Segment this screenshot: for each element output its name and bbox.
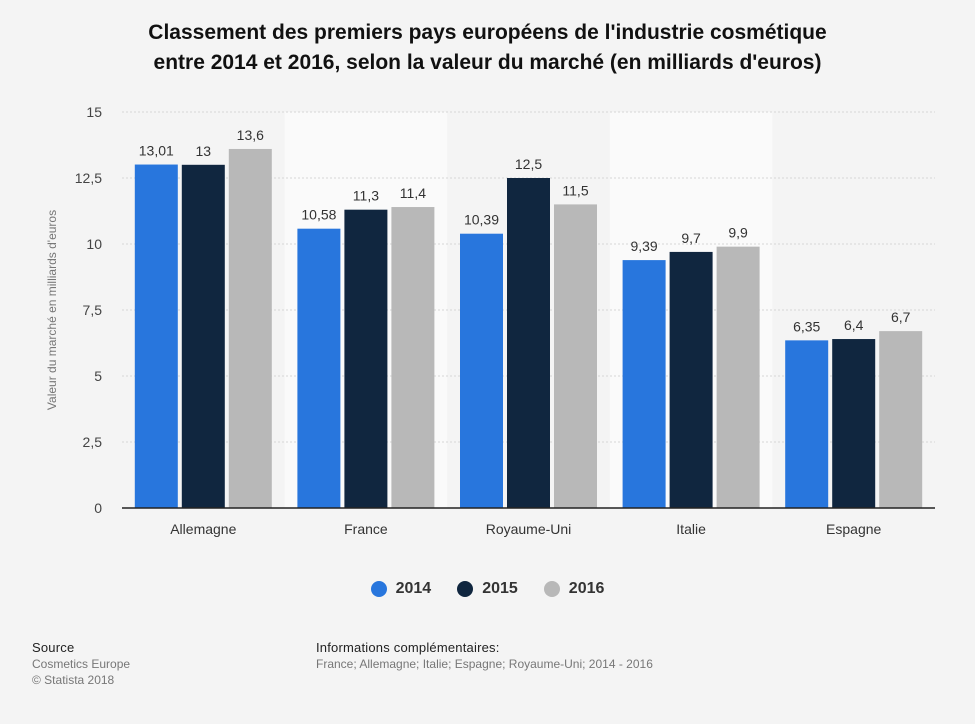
data-label: 11,4 — [400, 185, 426, 201]
data-label: 9,7 — [681, 230, 701, 246]
info-block: Informations complémentaires: France; Al… — [316, 640, 653, 672]
chart-title-line-2: entre 2014 et 2016, selon la valeur du m… — [153, 51, 822, 74]
data-label: 6,4 — [844, 317, 864, 333]
y-tick-label: 5 — [94, 368, 102, 384]
data-label: 9,39 — [630, 238, 657, 254]
data-label: 11,3 — [353, 188, 379, 204]
legend-swatch-2015 — [457, 581, 474, 597]
data-label: 11,5 — [562, 182, 588, 198]
legend-swatch-2016 — [543, 581, 560, 597]
chart-title-line-1: Classement des premiers pays européens d… — [148, 21, 827, 44]
bar-2014-france — [297, 228, 341, 509]
x-tick-label: France — [344, 521, 388, 537]
bar-2015-allemagne — [181, 164, 225, 509]
data-label: 6,35 — [793, 318, 820, 334]
source-heading: Source — [32, 640, 75, 655]
bar-2016-allemagne — [228, 148, 272, 508]
data-label: 13,01 — [139, 143, 174, 159]
legend-item-2015[interactable]: 2015 — [457, 580, 518, 598]
bar-2016-france — [391, 207, 435, 509]
chart-legend: 2014 2015 2016 — [0, 580, 975, 598]
source-line[interactable]: Cosmetics Europe — [32, 657, 131, 671]
bar-2014-royaume-uni — [460, 233, 503, 509]
legend-item-2016[interactable]: 2016 — [543, 580, 605, 598]
bar-chart: 0 2,5 5 7,5 10 12,5 15 Valeur du marché en mill… — [45, 104, 935, 537]
bar-2015-italie — [669, 251, 713, 509]
bar-2016-espagne — [879, 331, 923, 508]
legend-label-2015: 2015 — [482, 580, 518, 597]
data-label: 9,9 — [728, 225, 748, 241]
x-tick-label: Italie — [676, 521, 706, 537]
legend-label-2014: 2014 — [395, 580, 432, 597]
data-label: 12,5 — [515, 156, 542, 172]
bar-2014-espagne — [785, 340, 829, 508]
legend-swatch-2014 — [370, 581, 387, 597]
info-heading: Informations complémentaires: — [316, 640, 500, 655]
bar-2016-royaume-uni — [554, 204, 597, 508]
bar-2014-allemagne — [134, 164, 178, 508]
copyright-line: © Statista 2018 — [32, 673, 115, 687]
data-label: 10,39 — [464, 212, 499, 228]
y-tick-label: 2,5 — [83, 434, 103, 450]
source-block: Source Cosmetics Europe © Statista 2018 — [32, 640, 130, 688]
info-text: France; Allemagne; Italie; Espagne; Roya… — [316, 657, 653, 671]
y-tick-label: 10 — [86, 236, 102, 252]
bar-2015-france — [344, 209, 388, 508]
y-axis-title: Valeur du marché en milliards d'euros — [45, 210, 59, 410]
bar-2016-italie — [716, 246, 760, 508]
data-label: 13 — [196, 143, 212, 159]
x-tick-label: Royaume-Uni — [486, 521, 572, 537]
y-tick-label: 15 — [86, 104, 102, 120]
bar-2015-espagne — [832, 339, 876, 508]
data-label: 13,6 — [237, 127, 264, 143]
y-tick-label: 12,5 — [75, 170, 102, 186]
x-tick-label: Allemagne — [170, 521, 236, 537]
y-tick-label: 7,5 — [83, 302, 103, 318]
legend-item-2014[interactable]: 2014 — [370, 580, 432, 598]
y-tick-label: 0 — [94, 500, 102, 516]
data-label: 10,58 — [301, 207, 336, 223]
chart-title: Classement des premiers pays européens d… — [40, 18, 935, 78]
bar-2014-italie — [622, 260, 666, 508]
x-tick-label: Espagne — [826, 521, 881, 537]
bar-2015-royaume-uni — [507, 178, 550, 508]
data-label: 6,7 — [891, 309, 911, 325]
legend-label-2016: 2016 — [568, 580, 605, 597]
